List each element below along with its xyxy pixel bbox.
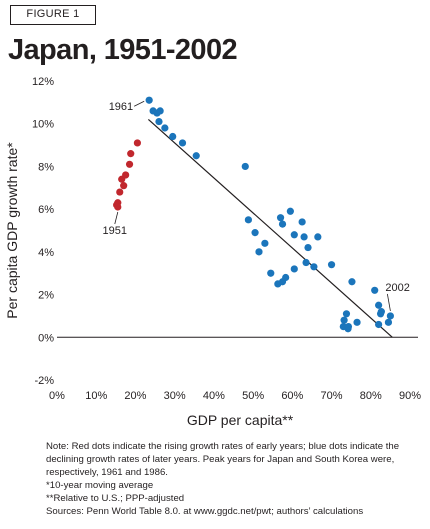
x-tick-label: 60%: [281, 390, 303, 402]
blue-data-point: [342, 310, 351, 318]
x-tick-label: 20%: [124, 390, 146, 402]
blue-data-point: [145, 96, 153, 104]
x-tick-label: 50%: [242, 390, 264, 402]
x-tick-label: 0%: [49, 390, 65, 402]
blue-data-point: [156, 107, 164, 115]
x-axis-label: GDP per capita**: [187, 412, 294, 428]
blue-data-point: [302, 258, 310, 267]
y-tick-label: 6%: [38, 204, 54, 216]
figure-label: FIGURE 1: [10, 5, 96, 25]
y-axis-label: Per capita GDP growth rate*: [4, 142, 20, 319]
x-tick-label: 90%: [399, 390, 421, 402]
annotation-2002: 2002: [385, 282, 409, 294]
blue-data-point: [386, 312, 394, 320]
notes-block: Note: Red dots indicate the rising growt…: [46, 440, 420, 518]
year-annotations: 1961 1951 2002: [103, 100, 410, 311]
y-axis-ticks: -2% 0% 2% 4% 6% 8% 10% 12%: [32, 76, 54, 387]
blue-data-point: [286, 207, 294, 215]
blue-data-point: [255, 248, 263, 256]
blue-data-point: [178, 139, 187, 147]
y-tick-label: 12%: [32, 76, 54, 88]
x-tick-label: 40%: [203, 390, 225, 402]
red-data-point: [116, 188, 124, 196]
blue-data-point: [276, 214, 285, 222]
data-points: [113, 96, 394, 333]
blue-data-point: [161, 124, 169, 132]
sources-text: Sources: Penn World Table 8.0. at www.gg…: [46, 506, 364, 517]
blue-data-point: [377, 308, 385, 316]
red-data-point: [120, 182, 128, 190]
blue-data-point: [353, 318, 361, 326]
trend-line: [147, 118, 393, 338]
y-tick-label: -2%: [34, 375, 54, 387]
blue-data-point: [384, 318, 393, 326]
blue-data-point: [261, 239, 269, 247]
blue-data-point: [375, 320, 383, 329]
blue-data-point: [290, 231, 298, 239]
blue-data-point: [155, 117, 163, 126]
blue-data-point: [340, 316, 348, 324]
red-data-point: [122, 171, 130, 179]
blue-data-point: [241, 162, 249, 171]
red-data-point: [133, 139, 142, 147]
y-tick-label: 2%: [38, 290, 54, 302]
blue-data-point: [314, 233, 322, 241]
blue-data-point: [169, 132, 177, 141]
annotation-2002-leader: [386, 293, 391, 311]
blue-data-point: [375, 301, 383, 309]
blue-data-point: [192, 152, 200, 160]
x-tick-label: 80%: [360, 390, 382, 402]
page-title: Japan, 1951-2002: [8, 34, 238, 66]
x-tick-label: 10%: [85, 390, 107, 402]
blue-data-point: [327, 261, 336, 269]
annotation-1961-leader: [133, 100, 145, 107]
blue-data-point: [371, 286, 379, 294]
y-tick-label: 10%: [32, 119, 54, 131]
blue-data-point: [348, 278, 356, 286]
footnote-relative: **Relative to U.S.; PPP-adjusted: [46, 493, 185, 504]
blue-data-point: [244, 216, 253, 224]
blue-data-point: [290, 265, 298, 273]
x-tick-label: 30%: [164, 390, 186, 402]
blue-data-point: [344, 323, 353, 331]
annotation-1961: 1961: [109, 101, 133, 113]
scatter-chart: -2% 0% 2% 4% 6% 8% 10% 12% 0% 10% 20% 30% 40% 50% 60%…: [4, 76, 421, 428]
blue-data-point: [304, 243, 312, 252]
blue-data-point: [300, 233, 308, 241]
y-tick-label: 0%: [38, 332, 54, 344]
blue-data-point: [298, 218, 306, 226]
annotation-1951: 1951: [103, 225, 127, 237]
x-axis-ticks: 0% 10% 20% 30% 40% 50% 60% 70% 80% 90%: [49, 390, 421, 402]
blue-data-point: [267, 269, 275, 277]
footnote-moving-average: *10-year moving average: [46, 480, 154, 491]
note-text: Note: Red dots indicate the rising growt…: [46, 441, 400, 478]
blue-data-point: [282, 273, 290, 282]
annotation-1951-leader: [114, 211, 119, 225]
blue-data-point: [310, 263, 318, 271]
red-data-point: [125, 160, 134, 168]
y-tick-label: 8%: [38, 161, 54, 173]
x-tick-label: 70%: [321, 390, 343, 402]
blue-data-point: [278, 220, 287, 228]
red-data-point: [114, 203, 122, 211]
y-tick-label: 4%: [38, 247, 54, 259]
blue-data-point: [251, 229, 259, 237]
red-data-point: [127, 150, 135, 158]
